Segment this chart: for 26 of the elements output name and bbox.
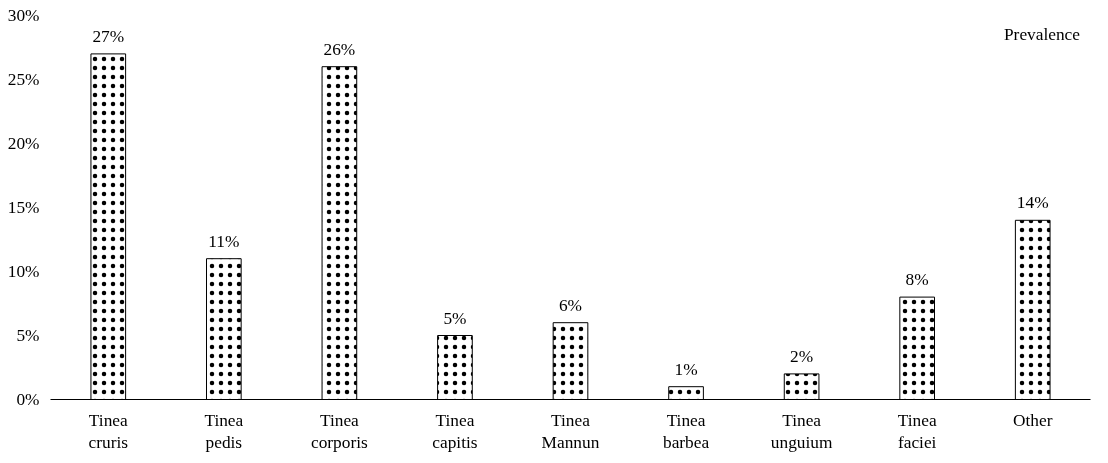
text: 26% [323,39,356,59]
text: 8% [905,270,929,290]
x-tick-label: Tinea faciei [897,410,937,453]
x-tick-label: Tinea corporis [311,410,369,453]
text: 1% [674,359,698,379]
y-tick-label: 0% [16,390,40,409]
x-tick-label: Tinea barbea [662,410,710,453]
text: 6% [558,295,583,315]
x-tick-label: Other [1013,410,1053,430]
x-tick-label: Tinea capitis [432,410,478,453]
y-tick-label: 25% [7,70,40,89]
x-tick-label: Tinea cruris [88,410,129,453]
text: 14% [1016,193,1049,213]
y-tick-label: 20% [7,134,40,153]
x-tick-label: Tinea unguium [770,410,833,453]
y-tick-label: 30% [7,6,40,25]
y-tick-label: 5% [16,326,40,345]
text: 27% [92,26,125,46]
x-tick-label: Tinea Mannun [541,410,600,453]
x-tick-label: Tinea pedis [204,410,244,453]
text: Prevalence [1003,25,1080,45]
text: 2% [790,346,814,366]
text: 11% [208,231,240,251]
y-tick-label: 15% [7,198,40,217]
text: 5% [443,308,467,328]
y-tick-label: 10% [7,262,40,281]
